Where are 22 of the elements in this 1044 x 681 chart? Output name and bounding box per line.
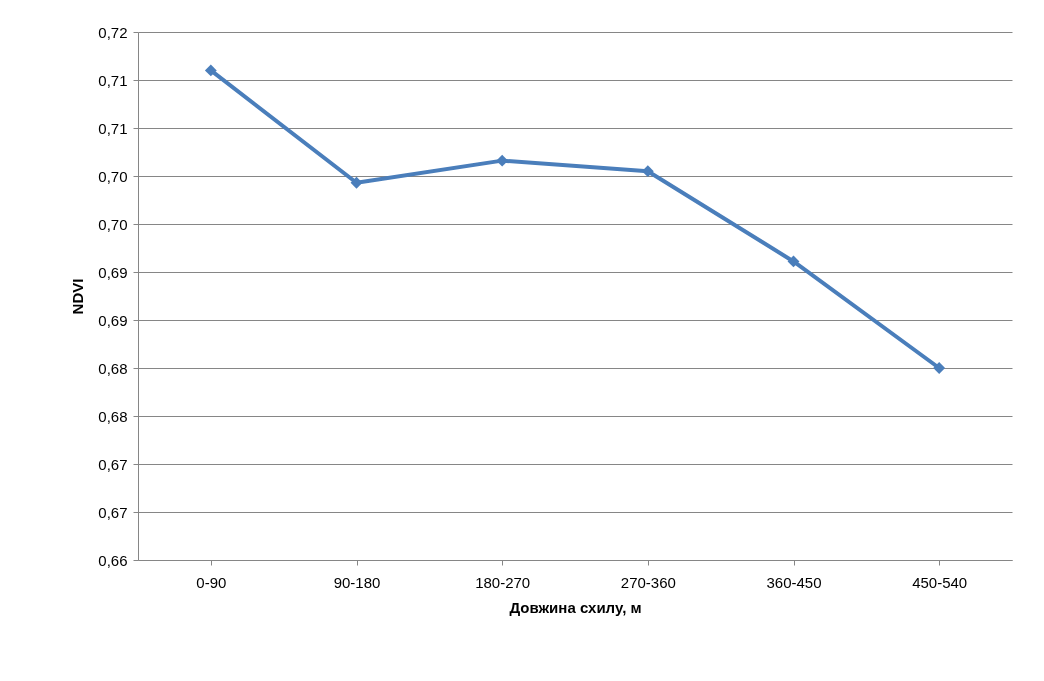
y-tick-label: 0,67 xyxy=(98,503,128,521)
x-tick-label: 270-360 xyxy=(620,573,676,591)
y-tick-label: 0,69 xyxy=(98,263,128,281)
y-tick-label: 0,71 xyxy=(98,119,128,137)
x-tick-label: 450-540 xyxy=(912,573,968,591)
point xyxy=(933,362,946,374)
x-axis-title: Довжина схилу, м xyxy=(509,598,642,616)
point xyxy=(204,64,217,77)
x-tick-label: 360-450 xyxy=(766,573,822,591)
y-tick-label: 0,66 xyxy=(98,551,128,569)
x-tick-label: 0-90 xyxy=(196,573,227,591)
x-tick-label: 180-270 xyxy=(475,573,531,591)
y-tick-label: 0,67 xyxy=(98,455,128,473)
y-tick-label: 0,70 xyxy=(98,215,128,233)
y-tick-label: 0,68 xyxy=(98,359,128,377)
y-tick-label: 0,72 xyxy=(98,23,128,41)
x-tick-label: 90-180 xyxy=(333,573,381,591)
y-tick-label: 0,71 xyxy=(98,71,128,89)
y-tick-label: 0,69 xyxy=(98,311,128,329)
y-tick-label: 0,70 xyxy=(98,167,128,185)
y-axis-title: NDVI xyxy=(69,278,87,315)
y-tick-label: 0,68 xyxy=(98,407,128,425)
